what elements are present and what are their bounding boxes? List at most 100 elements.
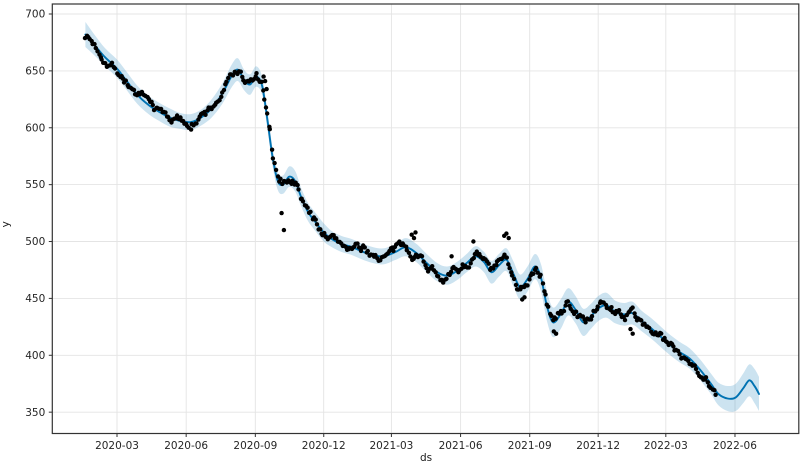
observation-dot xyxy=(632,311,637,316)
observation-dot xyxy=(279,210,284,216)
observation-dot xyxy=(296,187,301,192)
observation-dot xyxy=(616,308,622,313)
plot-border xyxy=(51,3,800,435)
observation-dot xyxy=(589,314,595,319)
observation-dot xyxy=(630,331,635,336)
observation-dot xyxy=(163,110,168,115)
observation-dot xyxy=(563,303,568,308)
y-tick-label: 400 xyxy=(25,350,45,362)
observation-dot xyxy=(538,272,543,277)
observation-dot xyxy=(553,316,558,321)
observation-dot xyxy=(224,79,229,85)
observation-dot xyxy=(240,74,245,80)
observation-dot xyxy=(433,270,438,275)
observation-dot xyxy=(553,331,559,336)
observation-dot xyxy=(261,74,266,79)
x-tick-label: 2021-12 xyxy=(576,440,620,452)
observation-dot xyxy=(413,230,418,235)
observation-dot xyxy=(609,305,614,310)
observation-dot xyxy=(188,127,194,132)
observation-dot xyxy=(713,392,718,397)
x-axis-label: ds xyxy=(420,452,433,464)
observation-dot xyxy=(693,366,699,372)
observation-dot xyxy=(290,178,295,183)
y-tick-label: 550 xyxy=(25,179,45,191)
observation-dot xyxy=(219,94,224,100)
observation-dot xyxy=(424,265,429,271)
observation-dot xyxy=(95,49,100,54)
observation-dot xyxy=(92,41,97,47)
observation-dot xyxy=(471,239,476,244)
x-tick-label: 2020-12 xyxy=(302,440,346,452)
observation-dot xyxy=(397,239,402,244)
x-tick-label: 2020-06 xyxy=(164,440,208,452)
observation-dot xyxy=(509,273,515,278)
observation-dot xyxy=(444,276,449,281)
observation-dot xyxy=(365,248,370,254)
observation-dot xyxy=(230,73,236,78)
x-tick-label: 2022-03 xyxy=(644,440,688,452)
observation-dot xyxy=(278,176,283,181)
observation-dot xyxy=(549,313,554,318)
observation-dot xyxy=(511,276,517,282)
observation-dot xyxy=(448,269,454,274)
observation-dot xyxy=(705,380,710,385)
observation-dot xyxy=(373,252,378,258)
observation-dot xyxy=(468,261,473,266)
observation-dot xyxy=(662,335,667,341)
observation-dot xyxy=(677,352,682,357)
observation-dot xyxy=(466,265,472,270)
observation-dot xyxy=(583,320,588,325)
observation-dot xyxy=(391,248,396,254)
y-tick-label: 450 xyxy=(25,293,45,305)
observation-dot xyxy=(419,254,425,259)
x-tick-label: 2021-09 xyxy=(508,440,552,452)
observation-dot xyxy=(300,199,306,204)
y-tick-label: 350 xyxy=(25,407,45,419)
observation-dot xyxy=(409,232,414,237)
x-tick-label: 2020-09 xyxy=(233,440,277,452)
observation-dot xyxy=(507,266,512,271)
observation-dot xyxy=(295,182,300,188)
observation-dot xyxy=(273,167,279,173)
observation-dot xyxy=(217,98,222,103)
observation-dot xyxy=(647,325,652,331)
observation-dot xyxy=(109,60,115,65)
observation-dot xyxy=(264,86,269,92)
observation-dot xyxy=(471,255,476,261)
observation-dot xyxy=(533,265,539,271)
observation-dot xyxy=(99,57,104,62)
observation-dot xyxy=(436,274,441,279)
observation-dot xyxy=(406,250,412,255)
observation-dot xyxy=(308,209,313,214)
observation-dot xyxy=(430,264,435,269)
observation-dot xyxy=(622,317,628,323)
observation-dot xyxy=(265,111,270,116)
observation-dot xyxy=(150,102,155,108)
observation-dot xyxy=(675,348,681,354)
observation-dot xyxy=(504,231,509,236)
observation-dot xyxy=(671,344,676,349)
y-tick-label: 600 xyxy=(25,122,45,134)
observation-dot xyxy=(486,261,491,266)
observation-dot xyxy=(421,259,426,264)
x-tick-label: 2021-06 xyxy=(439,440,483,452)
observation-dot xyxy=(449,254,454,259)
observation-dot xyxy=(522,295,527,300)
observation-dot xyxy=(565,299,571,304)
observation-dot xyxy=(267,127,272,132)
observation-dot xyxy=(123,78,128,83)
observation-dot xyxy=(362,245,367,250)
observation-dot xyxy=(314,222,320,227)
observation-dot xyxy=(261,88,266,93)
observation-dot xyxy=(259,79,264,85)
observation-dot xyxy=(269,147,275,152)
observation-dot xyxy=(221,87,227,93)
observation-dot xyxy=(272,160,277,166)
observation-dot xyxy=(262,97,267,102)
observation-dot xyxy=(411,235,417,241)
x-tick-label: 2022-06 xyxy=(713,440,757,452)
y-tick-label: 500 xyxy=(25,236,45,248)
